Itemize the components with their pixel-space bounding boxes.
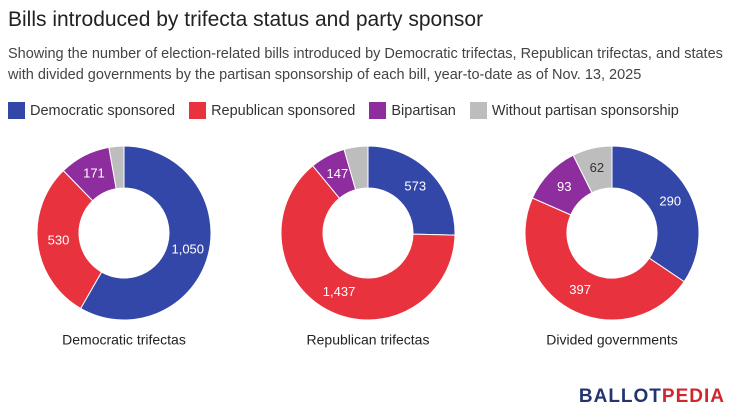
- data-label: 1,437: [323, 284, 356, 299]
- data-label: 171: [83, 166, 105, 181]
- donut-slice: [108, 145, 125, 190]
- donut-slice: [343, 145, 369, 191]
- legend: Democratic sponsored Republican sponsored…: [8, 102, 679, 119]
- donut-slice: [611, 145, 700, 283]
- legend-label: Bipartisan: [391, 102, 456, 119]
- data-label: 147: [326, 166, 348, 181]
- legend-label: Democratic sponsored: [30, 102, 176, 119]
- chart-label: Divided governments: [546, 332, 678, 348]
- chart-label: Democratic trifectas: [62, 332, 186, 348]
- donut-slice: [572, 145, 613, 194]
- data-label: 62: [590, 160, 604, 175]
- donut-slice: [36, 169, 103, 310]
- data-label: 573: [404, 178, 426, 193]
- legend-item: Without partisan sponsorship: [469, 102, 679, 119]
- chart-label: Republican trifectas: [307, 332, 430, 348]
- legend-label: Republican sponsored: [211, 102, 356, 119]
- donut-slice: [524, 197, 685, 321]
- data-label: 290: [659, 193, 681, 208]
- logo-part: BALLOT: [578, 386, 662, 407]
- legend-swatch: [8, 102, 25, 119]
- data-label: 93: [557, 179, 571, 194]
- logo: BALLOTPEDIA: [579, 386, 725, 408]
- subtitle: Showing the number of election-related b…: [8, 46, 723, 83]
- data-label: 530: [48, 233, 70, 248]
- legend-item: Republican sponsored: [189, 102, 355, 119]
- donut-slice: [367, 145, 456, 236]
- logo-part: PEDIA: [661, 386, 725, 407]
- legend-item: Democratic sponsored: [8, 102, 175, 119]
- title: Bills introduced by trifecta status and …: [8, 8, 484, 31]
- legend-swatch: [369, 102, 387, 119]
- data-label: 1,050: [171, 241, 204, 256]
- legend-swatch: [469, 102, 487, 119]
- donut-slice: [79, 145, 212, 321]
- donut-slice: [280, 165, 456, 321]
- legend-item: Bipartisan: [369, 102, 456, 119]
- legend-swatch: [189, 102, 207, 119]
- legend-label: Without partisan sponsorship: [491, 102, 679, 119]
- data-label: 397: [569, 282, 591, 297]
